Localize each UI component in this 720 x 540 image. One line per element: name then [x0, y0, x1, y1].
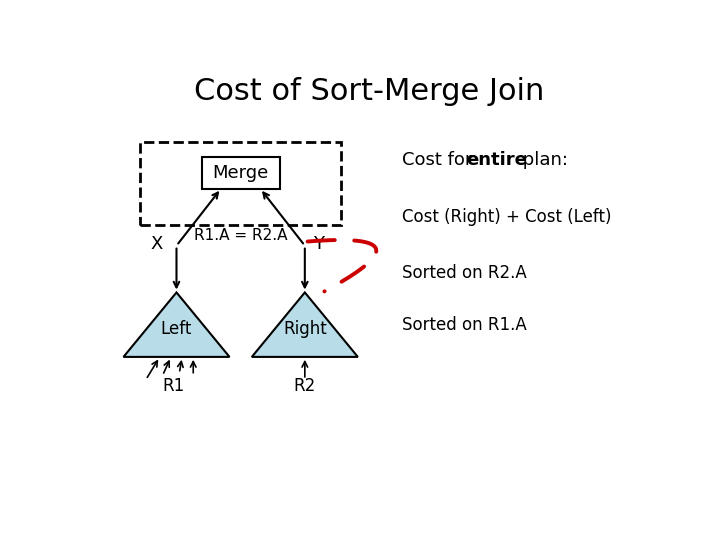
Text: Y: Y: [313, 234, 324, 253]
Text: Merge: Merge: [212, 164, 269, 182]
Text: Cost of Sort-Merge Join: Cost of Sort-Merge Join: [194, 77, 544, 106]
Text: R2: R2: [294, 377, 316, 395]
Text: Sorted on R2.A: Sorted on R2.A: [402, 264, 527, 282]
Text: Cost (Right) + Cost (Left): Cost (Right) + Cost (Left): [402, 207, 612, 226]
Bar: [140, 141, 341, 225]
Text: Right: Right: [283, 320, 327, 338]
Text: entire: entire: [467, 151, 528, 170]
Text: Left: Left: [161, 320, 192, 338]
Bar: [202, 157, 280, 188]
Text: Cost for: Cost for: [402, 151, 479, 170]
Text: R1.A = R2.A: R1.A = R2.A: [194, 228, 287, 243]
Polygon shape: [252, 293, 358, 357]
Text: plan:: plan:: [517, 151, 568, 170]
Text: R1: R1: [163, 377, 185, 395]
Text: X: X: [150, 234, 163, 253]
Polygon shape: [124, 293, 230, 357]
Text: Sorted on R1.A: Sorted on R1.A: [402, 316, 527, 334]
